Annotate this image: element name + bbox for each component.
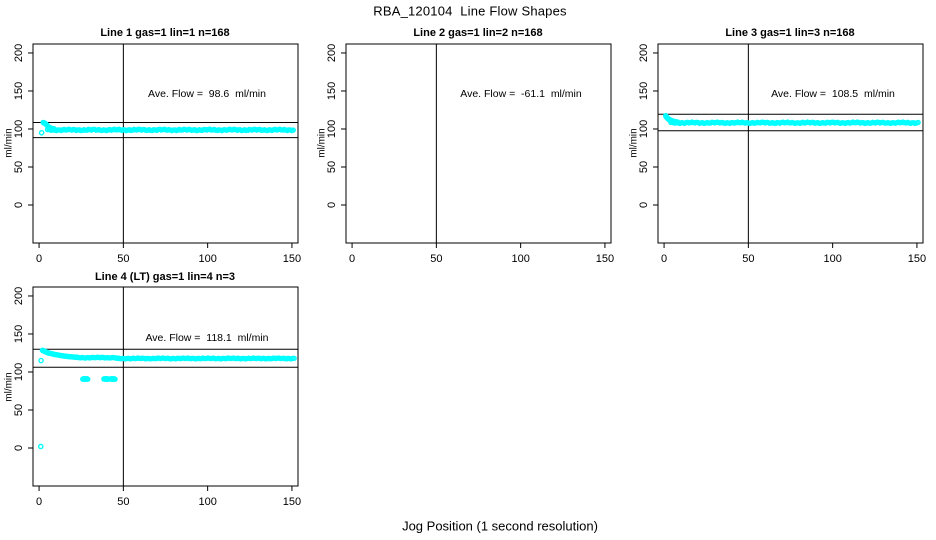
flow-point bbox=[84, 376, 91, 383]
panel-2-plot: 0 50 100 150 0 50 100 150 200 bbox=[326, 43, 614, 265]
y-tick-label: 150 bbox=[13, 82, 25, 100]
plot-box bbox=[32, 286, 299, 487]
y-tick-label: 100 bbox=[13, 120, 25, 138]
y-tick-label: 50 bbox=[326, 161, 338, 173]
x-tick-label: 0 bbox=[36, 253, 42, 265]
panel-3-ave-flow-annotation: Ave. Flow = 108.5 ml/min bbox=[771, 88, 895, 100]
y-tick-label: 100 bbox=[326, 120, 338, 138]
y-tick-label: 50 bbox=[638, 161, 650, 173]
panel-2-y-axis-label: ml/min bbox=[316, 128, 328, 158]
panel-1-plot: 0 50 100 150 0 50 100 150 200 bbox=[13, 43, 301, 265]
x-tick-label: 100 bbox=[511, 253, 529, 265]
x-tick-label: 50 bbox=[117, 496, 129, 508]
panel-4-y-axis-label: ml/min bbox=[3, 372, 15, 402]
x-tick-label: 100 bbox=[198, 253, 216, 265]
main-title: RBA_120104 Line Flow Shapes bbox=[373, 3, 567, 19]
panel-1-y-axis-label: ml/min bbox=[3, 128, 15, 158]
x-tick-label: 0 bbox=[661, 253, 667, 265]
plot-box bbox=[657, 43, 924, 244]
flow-point bbox=[290, 127, 296, 133]
flow-point bbox=[73, 354, 79, 361]
y-tick-label: 100 bbox=[638, 120, 650, 138]
x-tick-label: 100 bbox=[823, 253, 841, 265]
flow-point bbox=[291, 355, 297, 362]
flow-point bbox=[674, 119, 681, 125]
panel-2-ave-flow-annotation: Ave. Flow = -61.1 ml/min bbox=[460, 88, 582, 100]
x-axis-label: Jog Position (1 second resolution) bbox=[402, 518, 598, 534]
y-tick-label: 0 bbox=[326, 202, 338, 208]
y-tick-label: 200 bbox=[13, 287, 25, 305]
x-tick-label: 150 bbox=[283, 253, 301, 265]
x-tick-label: 50 bbox=[117, 253, 129, 265]
flow-point bbox=[38, 129, 45, 136]
data-points-group bbox=[38, 119, 296, 136]
panel-1-ave-flow-annotation: Ave. Flow = 98.6 ml/min bbox=[148, 88, 266, 100]
panel-3-title: Line 3 gas=1 lin=3 n=168 bbox=[725, 27, 855, 39]
y-tick-label: 100 bbox=[13, 363, 25, 381]
data-points-group bbox=[662, 112, 921, 127]
flow-point bbox=[915, 119, 921, 126]
y-tick-label: 200 bbox=[13, 44, 25, 62]
y-tick-label: 200 bbox=[638, 44, 650, 62]
x-tick-label: 150 bbox=[283, 496, 301, 508]
y-tick-label: 150 bbox=[326, 82, 338, 100]
plot-box bbox=[32, 43, 299, 244]
flow-point bbox=[112, 376, 118, 383]
plot-box bbox=[345, 43, 612, 244]
x-tick-label: 100 bbox=[198, 496, 216, 508]
x-tick-label: 50 bbox=[742, 253, 754, 265]
data-points-group bbox=[37, 347, 297, 450]
panel-4-ave-flow-annotation: Ave. Flow = 118.1 ml/min bbox=[145, 332, 269, 344]
flow-point bbox=[51, 126, 58, 132]
y-tick-label: 200 bbox=[326, 44, 338, 62]
flow-point bbox=[38, 357, 44, 364]
y-tick-label: 0 bbox=[13, 445, 25, 451]
y-tick-label: 0 bbox=[13, 202, 25, 208]
y-tick-label: 0 bbox=[638, 202, 650, 208]
panel-1-title: Line 1 gas=1 lin=1 n=168 bbox=[100, 27, 230, 39]
y-tick-label: 150 bbox=[638, 82, 650, 100]
panel-2-title: Line 2 gas=1 lin=2 n=168 bbox=[413, 27, 543, 39]
x-tick-label: 50 bbox=[430, 253, 442, 265]
x-tick-label: 0 bbox=[349, 253, 355, 265]
panel-3-y-axis-label: ml/min bbox=[628, 128, 640, 158]
x-tick-label: 150 bbox=[596, 253, 614, 265]
panel-4-title: Line 4 (LT) gas=1 lin=4 n=3 bbox=[94, 271, 236, 283]
panel-3-plot: 0 50 100 150 0 50 100 150 200 bbox=[638, 43, 926, 265]
panel-4-plot: 0 50 100 150 0 50 100 150 200 bbox=[13, 286, 301, 508]
x-tick-label: 150 bbox=[908, 253, 926, 265]
y-tick-label: 50 bbox=[13, 161, 25, 173]
y-tick-label: 50 bbox=[13, 404, 25, 416]
flow-point bbox=[37, 443, 44, 450]
x-tick-label: 0 bbox=[36, 496, 42, 508]
y-tick-label: 150 bbox=[13, 325, 25, 343]
